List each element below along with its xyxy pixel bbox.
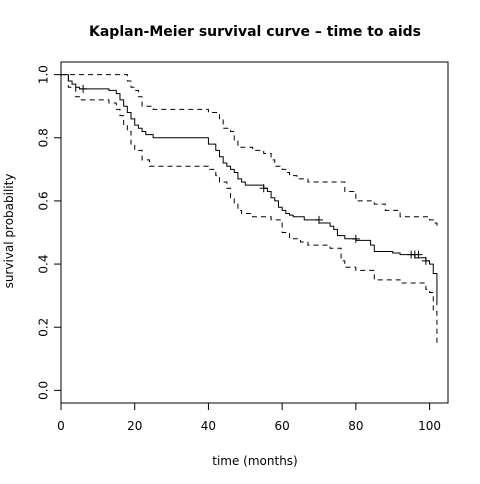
censor-mark	[421, 256, 430, 265]
censor-mark	[79, 84, 88, 93]
censor-mark	[315, 215, 323, 224]
y-tick-label: 0.8	[37, 128, 51, 147]
y-axis: 0.0 0.2 0.4 0.6 0.8 1.0	[37, 65, 62, 400]
x-tick-label: 40	[201, 419, 216, 433]
censor-mark	[351, 234, 360, 243]
x-tick-label: 100	[418, 419, 441, 433]
y-tick-label: 0.0	[37, 381, 51, 400]
x-tick-label: 60	[275, 419, 290, 433]
lower-ci-line	[61, 74, 438, 344]
y-axis-label: survival probability	[2, 174, 16, 289]
series-group	[61, 74, 438, 344]
y-tick-label: 0.6	[37, 191, 51, 210]
censor-marks-group	[79, 84, 430, 265]
y-tick-label: 1.0	[37, 65, 51, 84]
x-axis-label: time (months)	[212, 454, 298, 468]
censor-mark	[414, 250, 423, 259]
survival-estimate-line	[61, 74, 438, 306]
x-tick-label: 0	[57, 419, 65, 433]
x-axis: 0 20 40 60 80 100	[57, 402, 441, 433]
x-tick-label: 80	[348, 419, 363, 433]
plot-frame	[60, 61, 449, 404]
chart-title: Kaplan-Meier survival curve – time to ai…	[89, 24, 421, 40]
x-tick-label: 20	[127, 419, 142, 433]
upper-ci-line	[61, 74, 438, 227]
y-tick-label: 0.4	[37, 255, 51, 274]
censor-mark	[259, 184, 268, 193]
y-tick-label: 0.2	[37, 318, 51, 337]
